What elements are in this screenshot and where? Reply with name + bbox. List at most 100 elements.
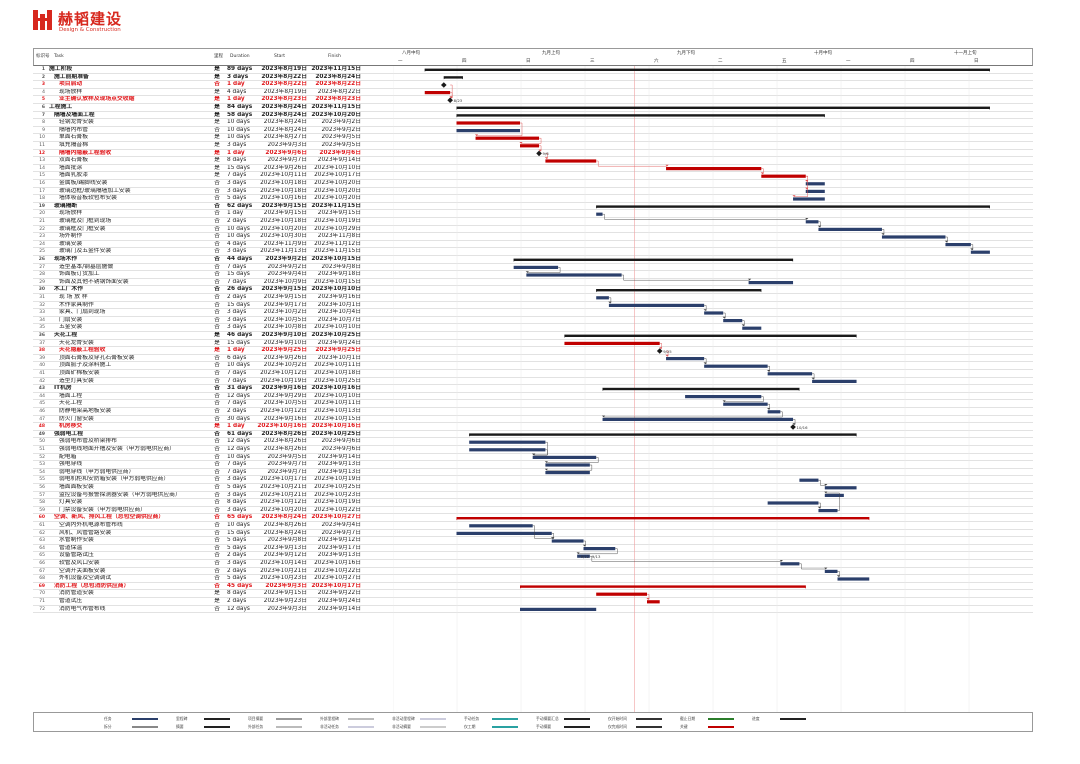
task-finish: 2023年9月18日 — [317, 271, 361, 278]
table-row[interactable]: 35 五金安装 否 3 days 2023年10月8日 2023年10月10日 — [33, 324, 1033, 332]
table-row[interactable]: 62 风机、风管管路安装 否 15 days 2023年8月24日 2023年9月7日 — [33, 530, 1033, 538]
table-row[interactable]: 3 项目启动 否 1 day 2023年8月22日 2023年8月22日 — [33, 81, 1033, 89]
table-row[interactable]: 41 顶面矿棉板安装 否 7 days 2023年10月12日 2023年10月18日 — [33, 370, 1033, 378]
table-row[interactable]: 6 工程施工 是 84 days 2023年8月24日 2023年11月15日 — [33, 104, 1033, 112]
table-row[interactable]: 2 施工前期准备 是 3 days 2023年8月22日 2023年8月24日 — [33, 74, 1033, 82]
table-row[interactable]: 1 施工阶段 是 89 days 2023年8月19日 2023年11月15日 — [33, 66, 1033, 74]
legend-label: 手动任务 — [464, 716, 480, 721]
table-row[interactable]: 49 强弱电工程 否 61 days 2023年8月26日 2023年10月25日 — [33, 431, 1033, 439]
task-bar — [424, 91, 451, 95]
task-finish: 2023年9月16日 — [317, 294, 361, 300]
task-name: 门禁设备安装（甲方弱电供应商） — [59, 506, 146, 513]
table-row[interactable]: 17 玻璃边框/玻璃隔墙加工安装 否 3 days 2023年10月18日 2023年10… — [33, 188, 1033, 196]
task-finish: 2023年10月10日 — [311, 286, 361, 293]
table-row[interactable]: 61 空调内外机电源布管布线 否 10 days 2023年8月26日 2023年9月4日 — [33, 522, 1033, 530]
timescale-period: 九月下旬 — [677, 51, 695, 56]
task-duration: 15 days — [227, 529, 250, 536]
task-id: 40 — [39, 363, 45, 369]
table-row[interactable]: 32 木作家具制作 否 15 days 2023年9月17日 2023年10月1日 — [33, 302, 1033, 310]
table-row[interactable]: 7 隔墙及墙面工程 是 58 days 2023年8月24日 2023年10月20日 — [33, 112, 1033, 120]
table-row[interactable]: 63 水管制作安装 否 5 days 2023年9月8日 2023年9月12日 — [33, 537, 1033, 545]
table-row[interactable]: 39 顶面石膏板及穿孔石膏板安装 否 6 days 2023年9月26日 2023年10月… — [33, 355, 1033, 363]
table-row[interactable]: 8 轻钢龙骨安装 是 10 days 2023年8月24日 2023年9月2日 — [33, 119, 1033, 127]
table-row[interactable]: 34 门扇安装 否 3 days 2023年10月5日 2023年10月7日 — [33, 317, 1033, 325]
table-row[interactable]: 72 消防电气布管布线 否 12 days 2023年9月3日 2023年9月14日 — [33, 606, 1033, 614]
table-row[interactable]: 70 消防管道安装 是 8 days 2023年9月15日 2023年9月22日 — [33, 590, 1033, 598]
table-row[interactable]: 26 现场木作 否 44 days 2023年9月2日 2023年10月15日 — [33, 256, 1033, 264]
table-row[interactable]: 29 饰面及其他不锈钢饰面安装 否 7 days 2023年10月9日 2023年10月1… — [33, 279, 1033, 287]
table-row[interactable]: 53 强电穿线 否 7 days 2023年9月7日 2023年9月13日 — [33, 461, 1033, 469]
dependency-arrow — [722, 400, 726, 402]
table-row[interactable]: 51 强弱电线地面开槽及安装（甲方弱电供应商） 否 12 days 2023年8月26日… — [33, 446, 1033, 454]
table-row[interactable]: 46 防静电架高地板安装 否 2 days 2023年10月12日 2023年10月13日 — [33, 408, 1033, 416]
table-row[interactable]: 44 墙面工程 否 12 days 2023年9月29日 2023年10月10日 — [33, 393, 1033, 401]
table-row[interactable]: 71 管道试压 是 2 days 2023年9月23日 2023年9月24日 — [33, 598, 1033, 606]
table-row[interactable]: 21 玻璃框及门框到现场 否 2 days 2023年10月18日 2023年10月19日 — [33, 218, 1033, 226]
table-row[interactable]: 45 天花工程 否 7 days 2023年10月5日 2023年10月11日 — [33, 400, 1033, 408]
table-row[interactable]: 67 空调开关面板安装 否 2 days 2023年10月21日 2023年10月22日 — [33, 568, 1033, 576]
table-row[interactable]: 43 IT机房 否 31 days 2023年9月16日 2023年10月16日 — [33, 385, 1033, 393]
task-milestone-flag: 否 — [214, 180, 220, 186]
task-id: 16 — [39, 181, 45, 186]
table-row[interactable]: 64 管道保温 否 5 days 2023年9月13日 2023年9月17日 — [33, 545, 1033, 553]
table-row[interactable]: 14 墙面批涂 是 15 days 2023年9月26日 2023年10月10日 — [33, 165, 1033, 173]
task-id: 31 — [39, 295, 45, 300]
table-row[interactable]: 30 木工厂木作 否 26 days 2023年9月15日 2023年10月10日 — [33, 286, 1033, 294]
table-row[interactable]: 5 业主确认放样及现场点交收缩 是 1 day 2023年8月23日 2023年8月23日 — [33, 96, 1033, 104]
task-finish: 2023年10月7日 — [317, 316, 361, 323]
task-milestone-flag: 是 — [214, 88, 220, 95]
table-row[interactable]: 60 空调、新风、排风工程（总包空调供应商） 否 65 days 2023年8月24日 2… — [33, 514, 1033, 522]
legend-label: 里程碑 — [176, 716, 188, 721]
table-row[interactable]: 10 单面石膏板 是 10 days 2023年8月27日 2023年9月5日 — [33, 134, 1033, 142]
table-row[interactable]: 19 玻璃隔断 否 62 days 2023年9月15日 2023年11月15日 — [33, 203, 1033, 211]
table-row[interactable]: 57 监控设备与报警探测器安装（甲方弱电供应商） 否 3 days 2023年10月21… — [33, 492, 1033, 500]
table-row[interactable]: 27 造型基本/钢基层施做 否 7 days 2023年9月2日 2023年9月8日 — [33, 264, 1033, 272]
table-row[interactable]: 15 墙面乳胶漆 是 7 days 2023年10月11日 2023年10月17日 — [33, 172, 1033, 180]
table-row[interactable]: 69 消防工程（总包消防供应商） 否 45 days 2023年9月3日 2023年10月… — [33, 583, 1033, 591]
table-row[interactable]: 18 墙体吸音板软包布安装 否 5 days 2023年10月16日 2023年10月20… — [33, 195, 1033, 203]
table-row[interactable]: 28 饰面板订货加工 否 15 days 2023年9月4日 2023年9月18日 — [33, 271, 1033, 279]
table-row[interactable]: 52 配电箱 否 10 days 2023年9月5日 2023年9月14日 — [33, 454, 1033, 462]
task-milestone-flag: 否 — [214, 248, 220, 255]
task-milestone-flag: 是 — [214, 104, 220, 110]
table-row[interactable]: 36 天花工程 是 46 days 2023年9月10日 2023年10月25日 — [33, 332, 1033, 340]
legend-swatch — [708, 717, 734, 720]
table-row[interactable]: 50 强弱电布管及桥架排布 否 12 days 2023年8月26日 2023年9月6日 — [33, 438, 1033, 446]
table-row[interactable]: 9 隔墙内布管 否 10 days 2023年8月24日 2023年9月2日 — [33, 127, 1033, 135]
table-row[interactable]: 40 顶面腻子及涂料施工 否 10 days 2023年10月2日 2023年10月11日 — [33, 362, 1033, 370]
table-row[interactable]: 4 现场放样 是 4 days 2023年8月19日 2023年8月22日 — [33, 89, 1033, 97]
table-row[interactable]: 55 弱电机柜和安防箱安装（甲方弱电供应商） 否 3 days 2023年10月17日 2… — [33, 476, 1033, 484]
table-row[interactable]: 42 造型灯具安装 否 7 days 2023年10月19日 2023年10月25日 — [33, 378, 1033, 386]
table-row[interactable]: 12 隔墙内隐蔽工程验收 是 1 day 2023年9月6日 2023年9月6日 — [33, 150, 1033, 158]
table-row[interactable]: 11 填充隔音棉 是 3 days 2023年9月3日 2023年9月5日 — [33, 142, 1033, 150]
table-row[interactable]: 31 现 场 放 样 否 2 days 2023年9月15日 2023年9月16日 — [33, 294, 1033, 302]
table-row[interactable]: 68 外机设备及空调调试 否 5 days 2023年10月23日 2023年10月27日 — [33, 575, 1033, 583]
table-row[interactable]: 54 弱电穿线（甲方弱电供应商） 否 7 days 2023年9月7日 2023年9月13… — [33, 469, 1033, 477]
task-id: 23 — [39, 234, 45, 240]
task-start: 2023年9月15日 — [263, 210, 307, 217]
table-row[interactable]: 33 家具、门扇到现场 否 3 days 2023年10月2日 2023年10月4日 — [33, 309, 1033, 317]
task-duration: 2 days — [227, 552, 247, 559]
table-row[interactable]: 16 金属板/踢脚线安装 否 3 days 2023年10月18日 2023年10月20日 — [33, 180, 1033, 188]
task-start: 2023年8月24日 — [263, 119, 307, 126]
task-finish: 2023年10月13日 — [314, 408, 361, 414]
dependency-arrow — [601, 415, 606, 418]
dependency-link — [818, 502, 821, 509]
table-row[interactable]: 56 墙面面板安装 否 5 days 2023年10月21日 2023年10月25日 — [33, 484, 1033, 492]
table-row[interactable]: 38 天花隐蔽工程验收 是 1 day 2023年9月25日 2023年9月25日 — [33, 347, 1033, 355]
table-row[interactable]: 24 玻璃安装 否 4 days 2023年11月9日 2023年11月12日 — [33, 241, 1033, 249]
table-row[interactable]: 65 设备管路试压 否 2 days 2023年9月12日 2023年9月13日 — [33, 552, 1033, 560]
table-row[interactable]: 58 灯具安装 否 8 days 2023年10月12日 2023年10月19日 — [33, 499, 1033, 507]
table-row[interactable]: 48 机房移交 是 1 day 2023年10月16日 2023年10月16日 — [33, 423, 1033, 431]
table-row[interactable]: 59 门禁设备安装（甲方弱电供应商） 否 3 days 2023年10月20日 2023年… — [33, 507, 1033, 515]
table-row[interactable]: 47 防火门窗安装 否 30 days 2023年9月16日 2023年10月15日 — [33, 416, 1033, 424]
table-row[interactable]: 37 天花龙骨安装 是 15 days 2023年9月10日 2023年9月24日 — [33, 340, 1033, 348]
table-row[interactable]: 22 玻璃框及门框安装 否 10 days 2023年10月20日 2023年10月29日 — [33, 226, 1033, 234]
task-id: 59 — [39, 507, 45, 513]
table-row[interactable]: 13 双面石膏板 是 8 days 2023年9月7日 2023年9月14日 — [33, 157, 1033, 165]
table-row[interactable]: 20 现场放样 否 1 day 2023年9月15日 2023年9月15日 — [33, 210, 1033, 218]
table-row[interactable]: 25 玻璃门及五金件安装 否 3 days 2023年11月13日 2023年11月15日 — [33, 248, 1033, 256]
task-bar — [564, 341, 660, 345]
table-row[interactable]: 66 软管及风口安装 否 3 days 2023年10月14日 2023年10月16日 — [33, 560, 1033, 568]
table-row[interactable]: 23 场外制作 否 10 days 2023年10月30日 2023年11月8日 — [33, 233, 1033, 241]
